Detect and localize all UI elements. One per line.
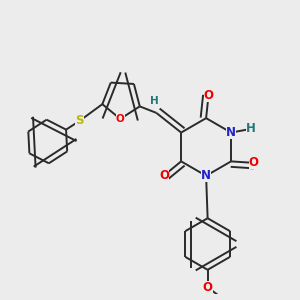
Text: O: O xyxy=(249,156,259,170)
Text: N: N xyxy=(226,126,236,139)
Text: O: O xyxy=(203,89,214,102)
Text: H: H xyxy=(150,96,159,106)
Text: S: S xyxy=(75,114,84,128)
Text: O: O xyxy=(116,114,124,124)
Text: H: H xyxy=(246,122,256,135)
Text: O: O xyxy=(160,169,170,182)
Text: O: O xyxy=(202,281,213,294)
Text: N: N xyxy=(201,169,211,182)
